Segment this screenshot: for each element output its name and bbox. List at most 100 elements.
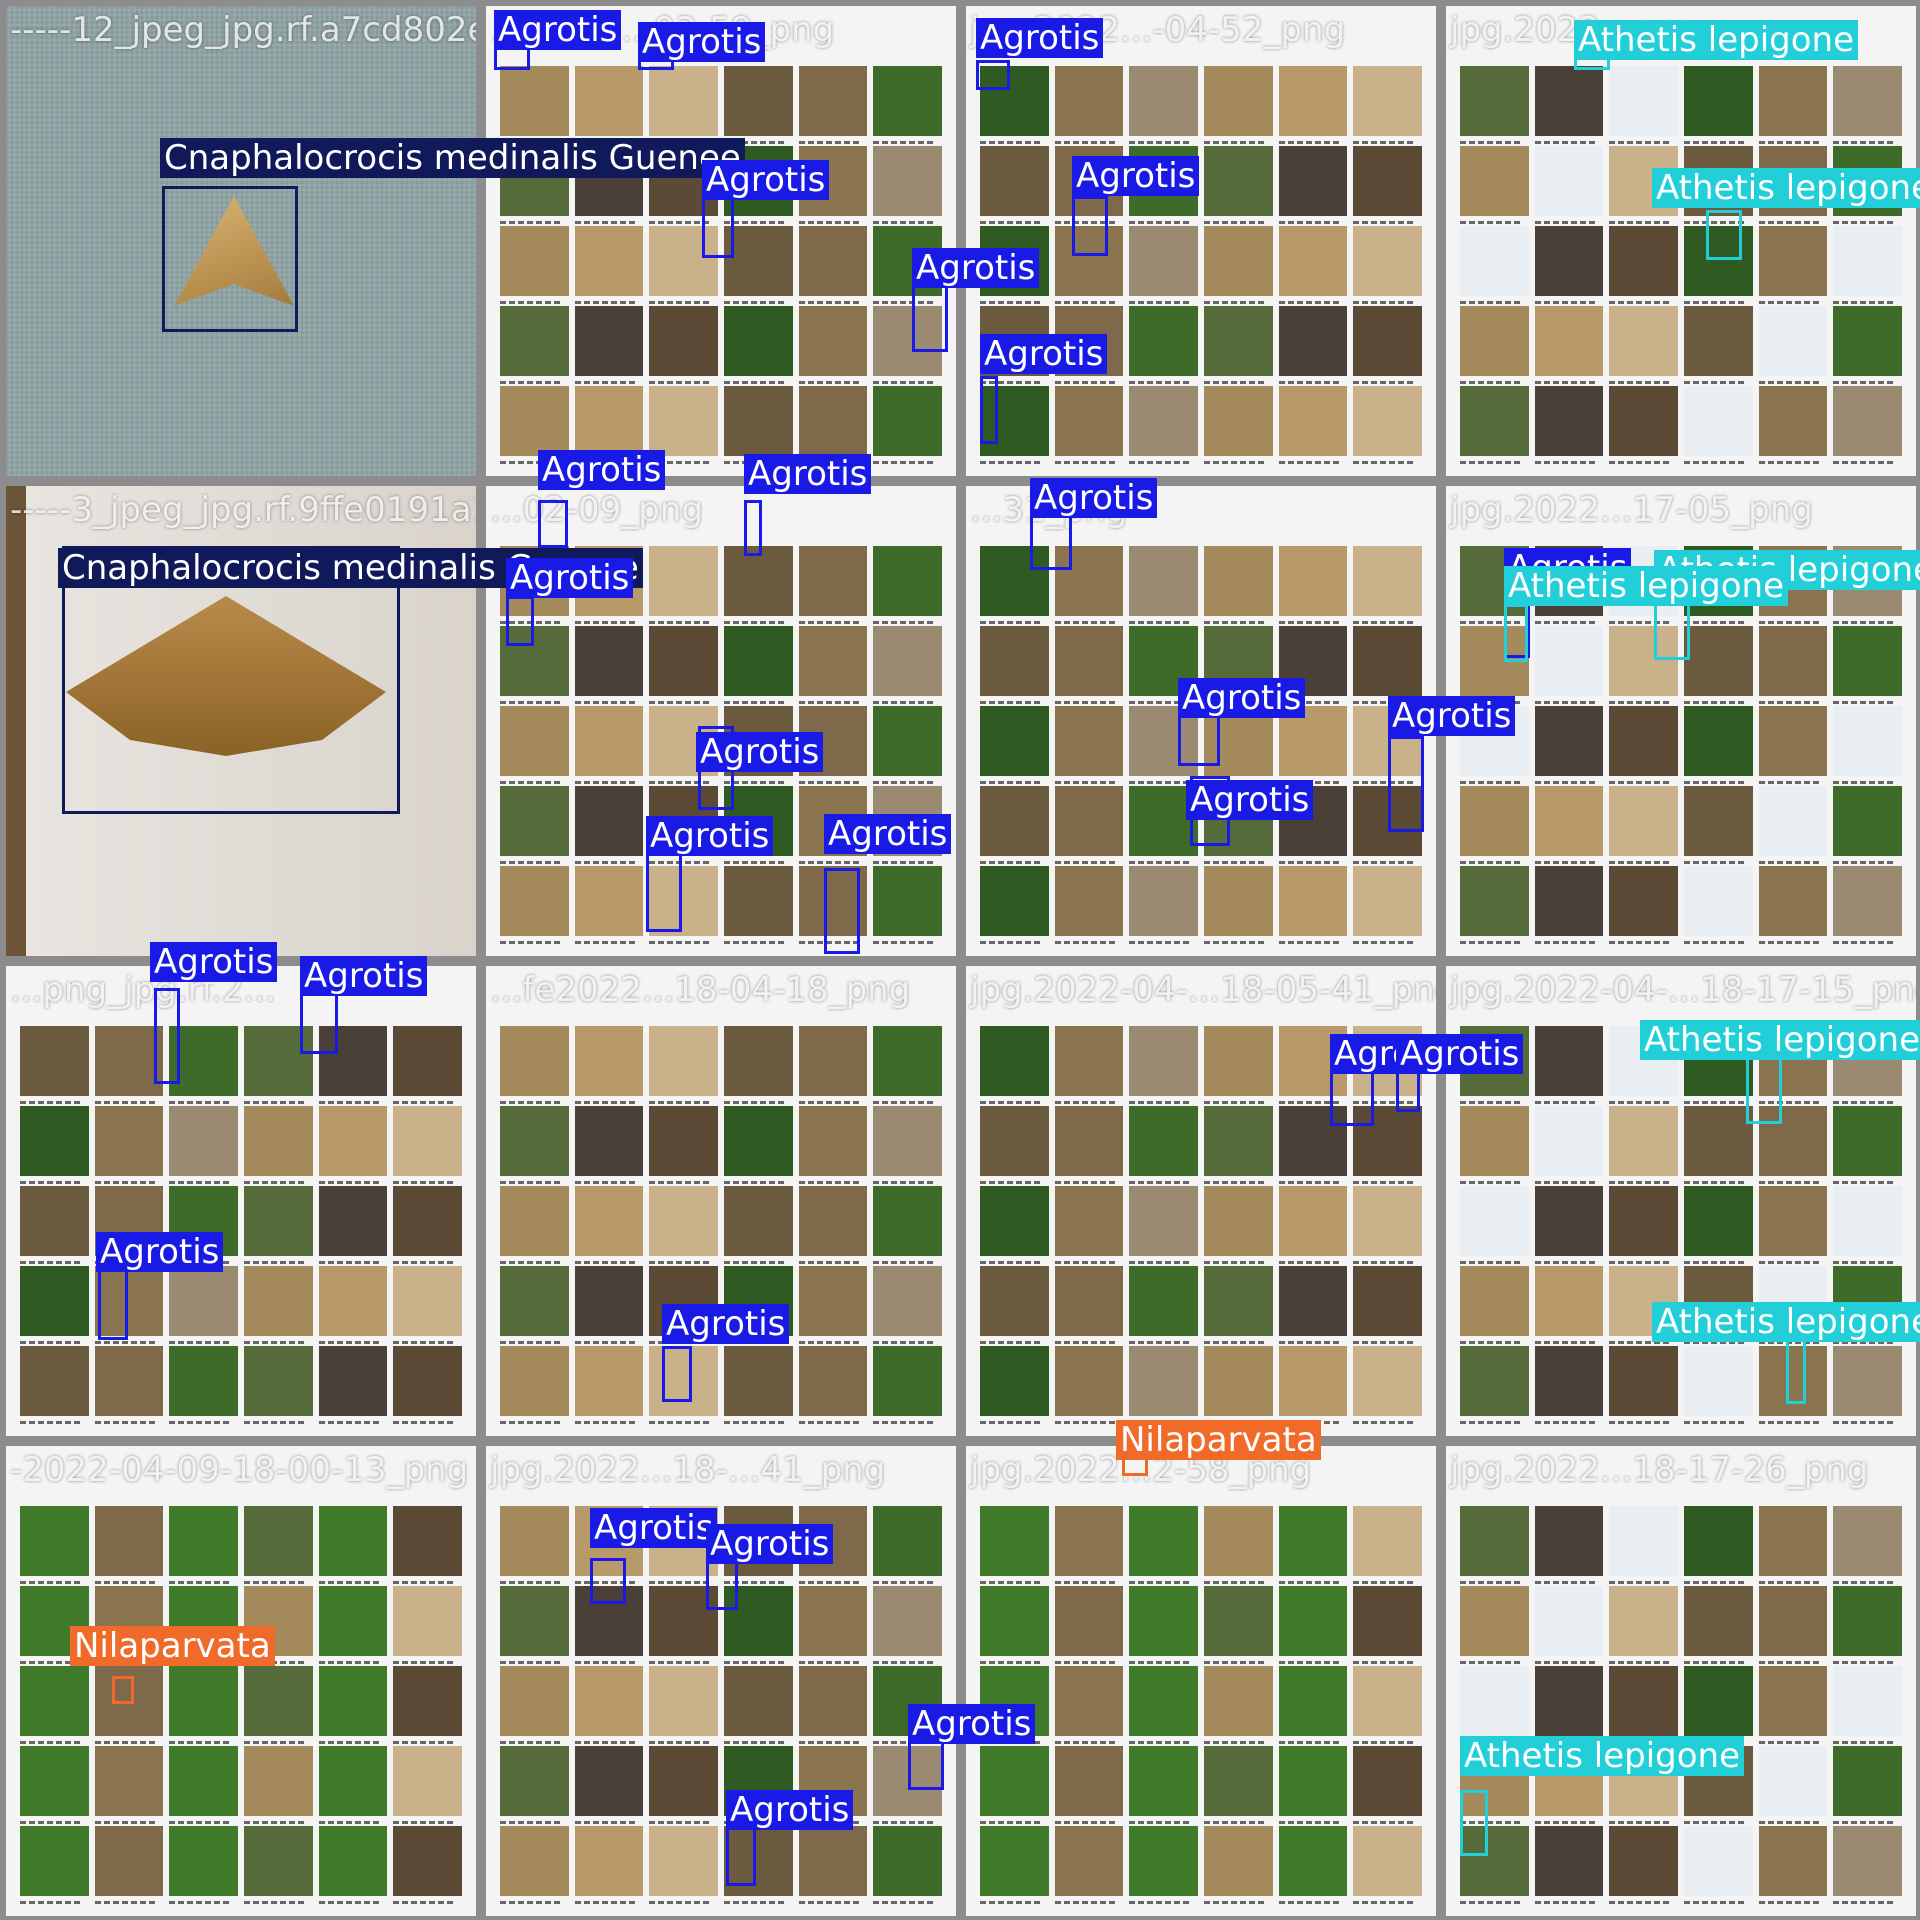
search-result-thumbnail [649, 1186, 718, 1264]
search-result-thumbnail [393, 1026, 462, 1104]
search-result-thumbnail [1278, 1266, 1348, 1344]
search-result-thumbnail [1054, 546, 1124, 624]
search-result-thumbnail [1129, 1666, 1198, 1744]
tile-filename: jpg.2022...18-17-26_png [1450, 1450, 1869, 1490]
search-result-thumbnail [980, 1586, 1049, 1664]
search-result-thumbnail [980, 1506, 1049, 1584]
search-result-thumbnail [1278, 1746, 1348, 1824]
search-result-thumbnail [1534, 1826, 1604, 1904]
search-result-thumbnail [243, 1346, 313, 1424]
search-result-thumbnail [1758, 1106, 1828, 1184]
search-result-thumbnail [1353, 1346, 1422, 1424]
search-result-thumbnail [574, 386, 644, 464]
thumbnail-grid [980, 66, 1422, 466]
search-result-thumbnail [574, 306, 644, 384]
search-result-thumbnail [723, 626, 793, 704]
search-result-thumbnail [1203, 1826, 1273, 1904]
search-result-thumbnail [574, 66, 644, 144]
search-result-thumbnail [393, 1106, 462, 1184]
search-result-thumbnail [169, 1346, 238, 1424]
search-result-thumbnail [1609, 1826, 1678, 1904]
search-result-thumbnail [1278, 866, 1348, 944]
thumbnail-grid [1460, 66, 1902, 466]
search-result-thumbnail [1054, 786, 1124, 864]
detection-label: Agrotis [1178, 678, 1306, 718]
search-result-thumbnail [1278, 1666, 1348, 1744]
search-result-thumbnail [1534, 306, 1604, 384]
detection-box [1072, 196, 1108, 256]
search-result-thumbnail [500, 786, 569, 864]
search-result-thumbnail [1203, 546, 1273, 624]
search-result-thumbnail [243, 1666, 313, 1744]
search-result-thumbnail [500, 626, 569, 704]
detection-label: Agrotis [300, 956, 428, 996]
search-result-thumbnail [1534, 866, 1604, 944]
detection-label: Athetis lepigone [1504, 566, 1789, 606]
search-result-thumbnail [798, 1666, 868, 1744]
search-result-thumbnail [1460, 66, 1529, 144]
search-result-thumbnail [1129, 1026, 1198, 1104]
thumbnail-grid [20, 1506, 462, 1906]
search-result-thumbnail [94, 1266, 164, 1344]
search-result-thumbnail [980, 1106, 1049, 1184]
detection-label: Athetis lepigone [1460, 1736, 1745, 1776]
search-result-thumbnail [1460, 1186, 1529, 1264]
search-result-thumbnail [798, 386, 868, 464]
search-result-thumbnail [980, 706, 1049, 784]
search-result-thumbnail [1054, 626, 1124, 704]
search-result-thumbnail [873, 626, 942, 704]
detection-label: Agrotis [824, 814, 952, 854]
detection-label: Athetis lepigone [1640, 1020, 1920, 1060]
search-result-thumbnail [243, 1506, 313, 1584]
search-result-thumbnail [873, 706, 942, 784]
search-result-thumbnail [1758, 786, 1828, 864]
search-result-thumbnail [873, 1266, 942, 1344]
search-result-thumbnail [1833, 1506, 1902, 1584]
search-result-thumbnail [1609, 786, 1678, 864]
search-result-thumbnail [649, 1666, 718, 1744]
search-result-thumbnail [1534, 1186, 1604, 1264]
search-result-thumbnail [1353, 386, 1422, 464]
search-result-thumbnail [723, 546, 793, 624]
detection-box [824, 868, 860, 954]
search-result-thumbnail [1609, 1106, 1678, 1184]
search-result-thumbnail [1683, 626, 1753, 704]
search-result-thumbnail [1534, 706, 1604, 784]
search-result-thumbnail [1758, 1506, 1828, 1584]
search-result-thumbnail [1353, 626, 1422, 704]
search-result-thumbnail [1353, 1746, 1422, 1824]
detection-label: Agrotis [538, 450, 666, 490]
detection-box [1706, 210, 1742, 260]
search-result-thumbnail [169, 1266, 238, 1344]
search-result-thumbnail [1129, 1346, 1198, 1424]
search-result-thumbnail [94, 1106, 164, 1184]
detection-label: Agrotis [908, 1704, 1036, 1744]
search-result-thumbnail [318, 1746, 388, 1824]
search-result-thumbnail [318, 1106, 388, 1184]
search-result-thumbnail [873, 1026, 942, 1104]
search-result-thumbnail [1278, 1826, 1348, 1904]
search-result-thumbnail [1534, 1666, 1604, 1744]
search-result-thumbnail [574, 1666, 644, 1744]
search-result-thumbnail [169, 1026, 238, 1104]
search-result-thumbnail [574, 786, 644, 864]
search-result-thumbnail [1460, 226, 1529, 304]
search-result-thumbnail [1054, 226, 1124, 304]
search-result-thumbnail [1129, 1266, 1198, 1344]
search-result-thumbnail [243, 1826, 313, 1904]
search-result-thumbnail [1054, 1826, 1124, 1904]
search-result-thumbnail [1054, 706, 1124, 784]
search-result-thumbnail [318, 1826, 388, 1904]
search-result-thumbnail [649, 546, 718, 624]
detection-label: Agrotis [590, 1508, 718, 1548]
tile-filename: jpg.2022-04-...18-17-15_png [1450, 970, 1916, 1010]
detection-label: Agrotis [662, 1304, 790, 1344]
thumbnail-grid [500, 1026, 942, 1426]
tile-filename: -----12_jpeg_jpg.rf.a7cd802e [10, 10, 476, 50]
search-result-thumbnail [1203, 146, 1273, 224]
search-result-thumbnail [500, 66, 569, 144]
search-result-thumbnail [1278, 226, 1348, 304]
search-result-thumbnail [1534, 146, 1604, 224]
search-result-thumbnail [1534, 1506, 1604, 1584]
search-result-thumbnail [1609, 626, 1678, 704]
